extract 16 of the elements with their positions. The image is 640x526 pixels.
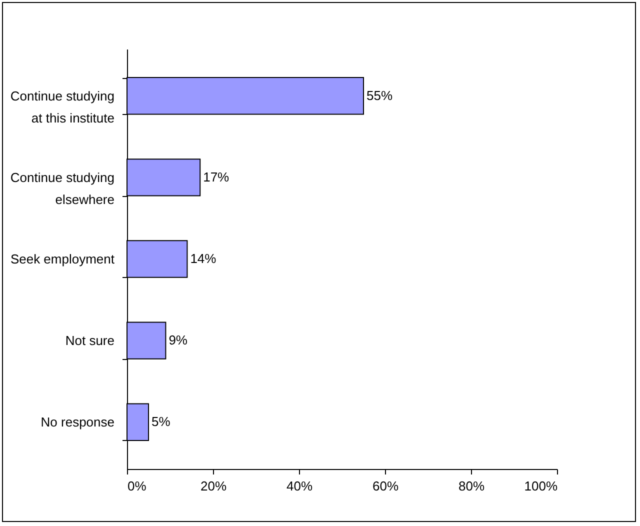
data-label: 14% bbox=[190, 251, 217, 266]
y-tick-label: Seek employment bbox=[10, 252, 115, 266]
x-tick-label: 60% bbox=[372, 478, 399, 494]
y-tick-label: Continue studying at this institute bbox=[10, 88, 114, 126]
x-tick-label: 20% bbox=[200, 478, 227, 494]
x-tick-label: 100% bbox=[524, 478, 558, 494]
data-label: 17% bbox=[203, 169, 230, 184]
x-tick-label: 40% bbox=[286, 478, 313, 494]
y-tick-label: No response bbox=[40, 414, 114, 430]
data-label: 9% bbox=[168, 332, 188, 348]
y-tick-label: Not sure bbox=[65, 333, 114, 348]
x-tick-label: 0% bbox=[128, 478, 147, 494]
y-tick-label: Continue studying elsewhere bbox=[10, 170, 114, 207]
data-label: 55% bbox=[366, 88, 393, 103]
x-tick-label: 80% bbox=[458, 478, 485, 494]
data-label: 5% bbox=[152, 414, 171, 430]
